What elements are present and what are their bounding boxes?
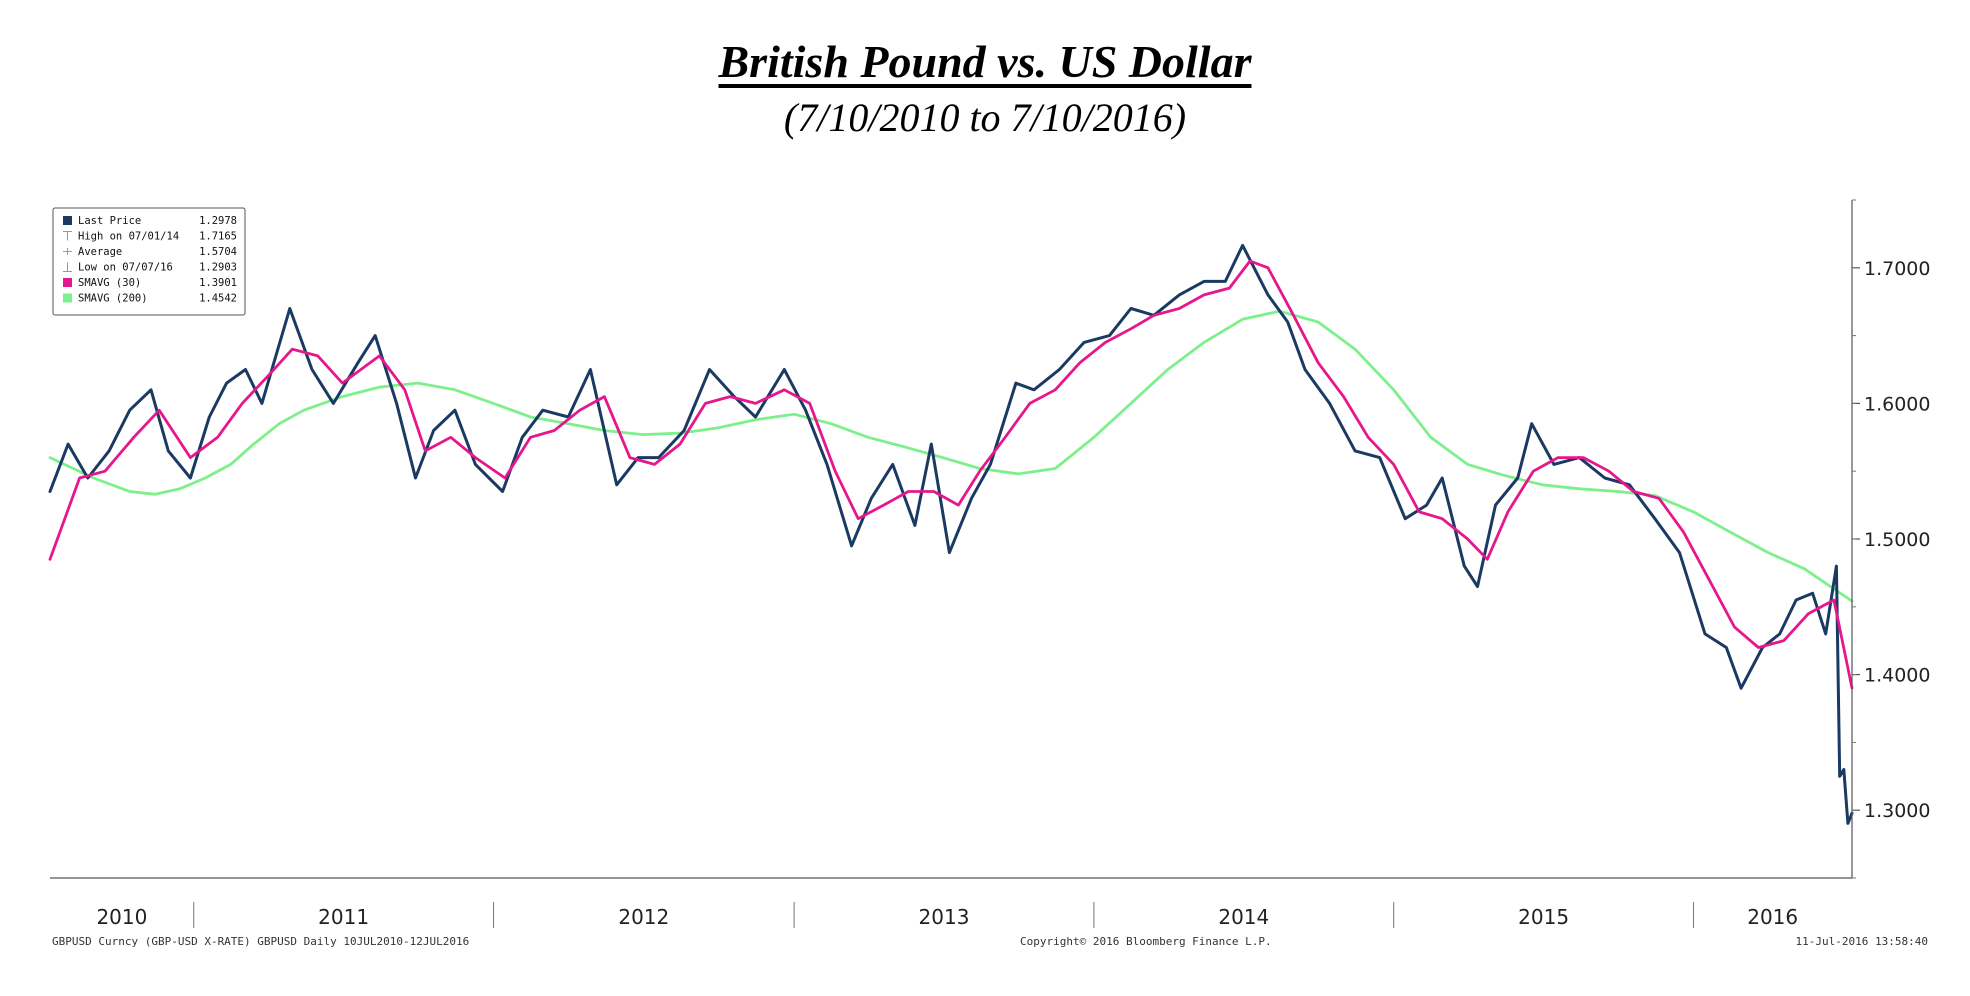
low-marker-icon (63, 262, 72, 272)
x-tick-label: 2016 (1747, 905, 1798, 929)
legend-value: 1.4542 (199, 293, 237, 305)
y-tick-label: 1.3000 (1864, 800, 1930, 822)
series-line-last-price (48, 243, 1854, 825)
footer-source: GBPUSD Curncy (GBP-USD X-RATE) GBPUSD Da… (52, 935, 469, 948)
legend-swatch (63, 293, 72, 303)
average-marker-icon (63, 248, 72, 255)
y-tick-label: 1.6000 (1864, 393, 1930, 415)
legend-label: Low on 07/07/16 (78, 262, 173, 274)
x-tick-label: 2014 (1218, 905, 1269, 929)
series-line-smavg-30 (48, 259, 1854, 690)
series-line-smavg-200 (48, 309, 1854, 603)
legend-label: Last Price (78, 215, 141, 227)
legend-value: 1.7165 (199, 231, 237, 243)
x-tick-label: 2015 (1518, 905, 1569, 929)
legend-value: 1.5704 (199, 246, 237, 258)
axes: 1.3000 1.4000 1.5000 1.6000 1.7000 2010 2011 20… (50, 199, 1930, 929)
chart-title: British Pound vs. US Dollar (718, 36, 1252, 87)
x-tick-label: 2011 (318, 905, 369, 929)
legend-label: Average (78, 246, 122, 258)
legend: Last Price 1.2978 High on 07/01/14 1.7165 Av… (52, 207, 246, 316)
y-tick-label: 1.5000 (1864, 529, 1930, 551)
legend-label: High on 07/01/14 (78, 231, 179, 243)
footer-copyright: Copyright© 2016 Bloomberg Finance L.P. (1020, 935, 1272, 948)
legend-value: 1.3901 (199, 277, 237, 289)
legend-value: 1.2978 (199, 215, 237, 227)
legend-label: SMAVG (30) (78, 277, 141, 289)
high-marker-icon (63, 231, 72, 241)
legend-box (52, 207, 246, 316)
y-tick-label: 1.4000 (1864, 665, 1930, 687)
chart-subtitle: (7/10/2010 to 7/10/2016) (783, 95, 1187, 140)
x-tick-label: 2013 (919, 905, 970, 929)
legend-swatch (63, 278, 72, 287)
legend-swatch (63, 216, 72, 225)
x-tick-label: 2012 (618, 905, 669, 929)
y-tick-label: 1.7000 (1864, 258, 1930, 280)
legend-label: SMAVG (200) (78, 293, 148, 305)
legend-value: 1.2903 (199, 262, 237, 274)
footer: GBPUSD Curncy (GBP-USD X-RATE) GBPUSD Da… (52, 935, 1928, 948)
title-block: British Pound vs. US Dollar (7/10/2010 t… (0, 34, 1970, 144)
footer-timestamp: 11-Jul-2016 13:58:40 (1796, 935, 1928, 948)
plot-area (48, 243, 1854, 825)
x-tick-label: 2010 (96, 905, 147, 929)
